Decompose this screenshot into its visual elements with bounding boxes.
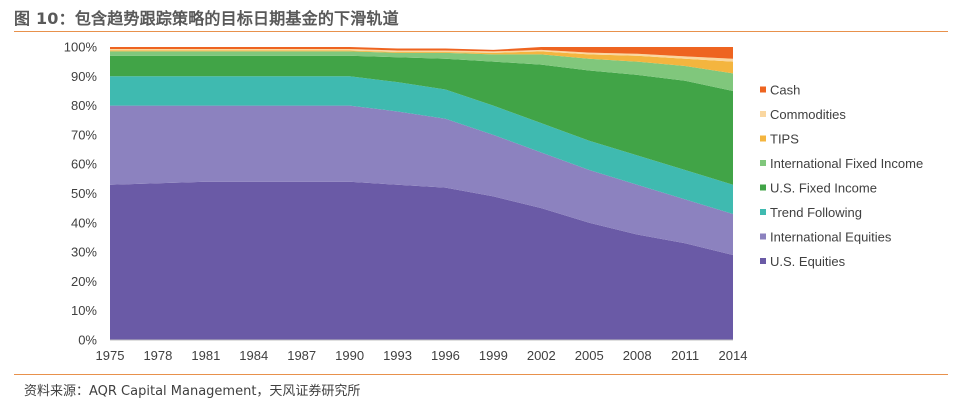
legend-item-cash: Cash — [760, 83, 800, 98]
legend-item-u-s-equities: U.S. Equities — [760, 254, 846, 269]
figure-title: 图 10：包含趋势跟踪策略的目标日期基金的下滑轨道 — [14, 9, 399, 28]
x-tick-label: 2002 — [527, 348, 556, 363]
y-tick-label: 0% — [78, 333, 97, 348]
x-tick-label: 1990 — [335, 348, 364, 363]
x-tick-label: 1996 — [431, 348, 460, 363]
legend-swatch — [760, 135, 766, 142]
y-tick-label: 20% — [71, 274, 97, 289]
x-tick-label: 1999 — [479, 348, 508, 363]
legend-label: Trend Following — [770, 205, 862, 220]
legend-label: International Equities — [770, 230, 892, 245]
x-tick-label: 1978 — [143, 348, 172, 363]
x-tick-label: 1981 — [191, 348, 220, 363]
source-note: 资料来源：AQR Capital Management，天风证券研究所 — [24, 384, 361, 399]
legend-item-u-s-fixed-income: U.S. Fixed Income — [760, 181, 877, 196]
area-u-s-fixed-income — [110, 55, 733, 185]
legend-label: TIPS — [770, 132, 799, 147]
y-tick-label: 50% — [71, 186, 97, 201]
x-tick-label: 2011 — [671, 348, 699, 363]
area-series-group — [110, 47, 733, 340]
area-cash — [110, 47, 733, 59]
y-tick-label: 40% — [71, 215, 97, 230]
legend-swatch — [760, 111, 766, 117]
x-tick-label: 1993 — [383, 348, 412, 363]
x-tick-label: 1984 — [239, 348, 268, 363]
legend-item-international-fixed-income: International Fixed Income — [760, 156, 923, 171]
legend-label: U.S. Equities — [770, 254, 846, 269]
legend: Cash Commodities TIPS International Fixed I… — [760, 83, 923, 269]
legend-label: Commodities — [770, 107, 846, 122]
legend-label: International Fixed Income — [770, 156, 923, 171]
legend-swatch — [760, 209, 766, 215]
area-international-fixed-income — [110, 51, 733, 91]
legend-swatch — [760, 160, 766, 166]
x-tick-label: 2014 — [719, 348, 748, 363]
x-tick-label: 2005 — [575, 348, 604, 363]
legend-swatch — [760, 258, 766, 264]
y-tick-label: 30% — [71, 245, 97, 260]
legend-item-tips: TIPS — [760, 132, 799, 147]
footer-divider — [14, 374, 948, 375]
area-trend-following — [110, 76, 733, 215]
legend-swatch — [760, 184, 766, 191]
x-axis: 1975 1978 1981 1984 1987 1990 1993 1996 1999 2002… — [96, 339, 748, 363]
area-international-equities — [110, 105, 733, 256]
area-commodities — [110, 49, 733, 62]
legend-swatch — [760, 86, 766, 93]
x-tick-label: 2008 — [623, 348, 652, 363]
legend-label: Cash — [770, 83, 800, 98]
y-tick-label: 60% — [71, 157, 97, 172]
y-tick-label: 10% — [71, 303, 97, 318]
title-divider — [14, 31, 948, 32]
y-tick-label: 100% — [64, 40, 98, 55]
legend-item-commodities: Commodities — [760, 107, 846, 122]
legend-swatch — [760, 233, 766, 240]
y-tick-label: 70% — [71, 127, 97, 142]
x-tick-label: 1975 — [96, 348, 125, 363]
y-axis: 0% 10% 20% 30% 40% 50% 60% 70% 80% 90% 100% — [64, 40, 98, 348]
area-u-s-equities — [110, 181, 733, 340]
y-tick-label: 90% — [71, 69, 97, 84]
y-tick-label: 80% — [71, 98, 97, 113]
legend-item-international-equities: International Equities — [760, 230, 892, 245]
legend-label: U.S. Fixed Income — [770, 181, 877, 196]
x-tick-label: 1987 — [287, 348, 316, 363]
area-tips — [110, 50, 733, 74]
legend-item-trend-following: Trend Following — [760, 205, 862, 220]
